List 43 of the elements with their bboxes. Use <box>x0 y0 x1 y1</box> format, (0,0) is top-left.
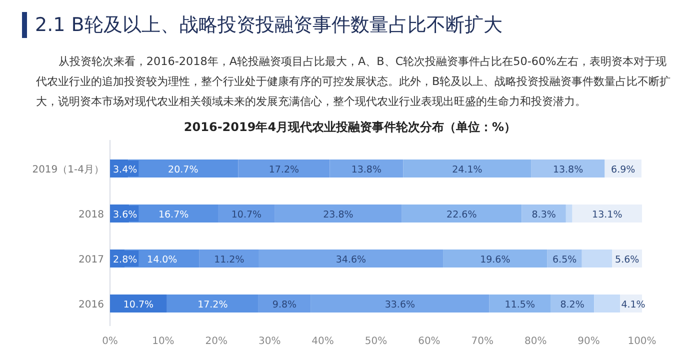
data-label: 20.7% <box>168 164 198 176</box>
y-tick-label: 2017 <box>78 254 104 266</box>
data-label: 19.6% <box>480 254 510 266</box>
data-label: 14.0% <box>147 254 178 266</box>
x-tick-label: 50% <box>364 336 388 347</box>
data-label: 11.2% <box>214 254 244 266</box>
data-label: 17.2% <box>198 300 228 310</box>
text: 从投资轮次来看，2016-2018年，A轮投融资项目占比最大，A、B、C轮次投融资事件占比在50-60%左右，表明资本对于现代农业行业的追加投资较为理性，整个行业处于健康有序的可控发展状态。此外，B轮及以上、战略投资投融资事件数量占比不断扩大，说明资本市场对现代农业相关领域未来的发展充满信心，整个现代农业行业表现出旺盛的生命力和投资潜力。 <box>36 54 672 110</box>
data-label: 17.2% <box>268 164 300 176</box>
data-label: 9.8% <box>272 300 297 310</box>
x-tick-label: 30% <box>258 336 281 347</box>
data-label: 24.1% <box>452 164 482 176</box>
x-tick-label: 40% <box>312 336 334 347</box>
x-tick-label: 60% <box>418 336 440 347</box>
data-label: 11.5% <box>504 300 535 310</box>
x-tick-label: 80% <box>524 336 547 347</box>
data-label: 33.6% <box>384 300 416 310</box>
data-label: 13.8% <box>351 164 382 176</box>
data-label: 16.7% <box>158 210 189 220</box>
data-label: 23.8% <box>323 210 354 220</box>
y-tick-label: 2016 <box>78 300 104 310</box>
data-label: 10.7% <box>231 210 262 220</box>
data-label: 34.6% <box>336 254 366 266</box>
x-tick-label: 100% <box>628 336 656 347</box>
x-tick-label: 70% <box>471 336 494 347</box>
data-label: 13.8% <box>552 164 584 176</box>
y-tick-label: 2018 <box>78 210 104 220</box>
data-label: 13.1% <box>592 210 622 220</box>
data-label: 8.3% <box>532 210 556 220</box>
y-tick-label: 2019（1-4月） <box>32 164 104 176</box>
x-tick-label: 20% <box>205 336 228 347</box>
data-label: 8.2% <box>560 300 584 310</box>
x-tick-label: 90% <box>578 336 600 347</box>
chart-title: 2016-2019年4月现代农业投融资事件轮次分布（单位：%） <box>184 120 516 134</box>
data-label: 10.7% <box>123 300 154 310</box>
data-label: 6.9% <box>611 164 636 176</box>
x-tick-label: 0% <box>102 336 118 347</box>
data-label: 6.5% <box>552 254 577 266</box>
data-label: 5.6% <box>615 254 640 266</box>
text: 2.1 B轮及以上、战略投资投融资事件数量占比不断扩大 <box>22 12 502 38</box>
data-label: 22.6% <box>446 210 477 220</box>
data-label: 4.1% <box>621 300 646 310</box>
x-tick-label: 10% <box>152 336 174 347</box>
